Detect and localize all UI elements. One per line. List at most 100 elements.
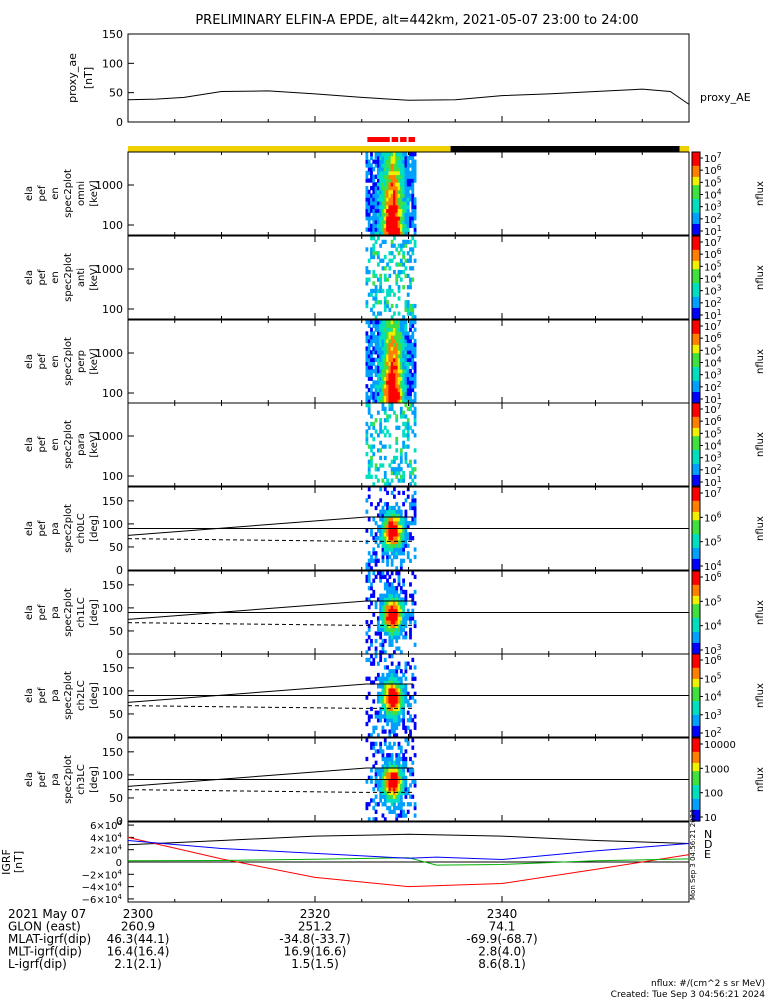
- spectrogram-cell: [383, 384, 387, 389]
- spectrogram-cell: [402, 197, 406, 202]
- spectrogram-cell: [372, 273, 376, 278]
- spectrogram-cell: [399, 353, 403, 359]
- spectrogram-cell: [370, 387, 373, 393]
- colorbar-tick-label: 107: [704, 402, 722, 416]
- spectrogram-cell: [411, 494, 415, 499]
- spectrogram-cell: [374, 346, 378, 351]
- spectrogram-cell: [397, 369, 401, 374]
- spectrogram-cell: [383, 361, 387, 366]
- spectrogram-cell: [409, 247, 412, 252]
- spectrogram-cell: [390, 159, 394, 164]
- spectrogram-cell: [402, 783, 406, 788]
- spectrogram-cell: [402, 616, 406, 621]
- spectrogram-cell: [399, 756, 403, 762]
- spectrogram-cell: [370, 216, 373, 221]
- spectrogram-cell: [388, 771, 392, 777]
- spectrogram-cell: [388, 327, 392, 332]
- spectrogram-cell: [390, 372, 394, 378]
- colorbar-step: [692, 333, 700, 338]
- spectrogram-cell: [397, 539, 401, 545]
- spectrogram-cell: [376, 524, 380, 529]
- spectrogram-cell: [390, 335, 394, 340]
- colorbar-step: [692, 207, 700, 211]
- spectrogram-cell: [370, 247, 373, 252]
- spectrogram-cell: [374, 654, 378, 659]
- spectrogram-cell: [404, 204, 408, 210]
- spectrogram-cell: [409, 197, 412, 202]
- spectrogram-cell: [397, 365, 401, 370]
- spectrogram-cell: [406, 273, 410, 278]
- spectrogram-cell: [397, 320, 401, 325]
- spectrogram-cell: [376, 528, 380, 533]
- spectrogram-cell: [372, 593, 376, 598]
- colorbar-step: [692, 723, 700, 727]
- spectrogram-cell: [406, 369, 410, 374]
- spectrogram-cell: [374, 391, 378, 396]
- spectrogram-cell: [376, 620, 380, 625]
- spectrogram-data: [365, 738, 417, 822]
- spectrogram-cell: [395, 684, 399, 689]
- spectrogram-cell: [372, 346, 376, 351]
- spectrogram-cell: [404, 361, 408, 366]
- colorbar-step: [692, 316, 700, 320]
- colorbar-step: [692, 438, 700, 443]
- spectrogram-cell: [411, 204, 415, 210]
- spectrogram-cell: [381, 380, 385, 385]
- spectrogram-cell: [395, 601, 399, 606]
- spectrogram-cell: [372, 729, 376, 734]
- spectrogram-cell: [383, 444, 387, 449]
- spectrogram-cell: [383, 502, 387, 507]
- spectrogram-cell: [381, 361, 385, 366]
- spectrogram-cell: [399, 809, 403, 814]
- spectrogram-cell: [367, 399, 371, 404]
- colorbar-step: [692, 291, 700, 295]
- spectrogram-cell: [370, 197, 373, 202]
- spectrogram-cell: [374, 185, 378, 191]
- spectrogram-cell: [390, 353, 394, 359]
- spectrogram-cell: [399, 212, 403, 217]
- spectrogram-cell: [409, 794, 412, 799]
- spectrogram-cell: [372, 197, 376, 202]
- spectrogram-cell: [402, 524, 406, 529]
- spectrogram-cell: [390, 170, 394, 176]
- spectrogram-cell: [399, 277, 403, 282]
- y-axis-label-line: pef: [37, 604, 48, 621]
- spectrogram-cell: [390, 513, 394, 518]
- spectrogram-cell: [411, 236, 415, 241]
- colorbar-step: [692, 416, 700, 421]
- spectrogram-cell: [404, 684, 408, 689]
- spectrogram-cell: [395, 346, 399, 351]
- spectrogram-cell: [386, 695, 389, 700]
- spectrogram-cell: [395, 163, 399, 168]
- spectrogram-cell: [383, 802, 387, 807]
- anti-loss-cone-line: [127, 622, 414, 626]
- spectrogram-cell: [376, 376, 380, 381]
- spectrogram-cell: [393, 787, 396, 792]
- spectrogram-cell: [406, 703, 410, 708]
- spectrogram-cell: [393, 459, 396, 464]
- spectrogram-cell: [370, 638, 373, 644]
- spectrogram-cell: [413, 342, 417, 347]
- spectrogram-cell: [379, 288, 383, 294]
- spectrogram-cell: [374, 380, 378, 385]
- spectrogram-cell: [399, 608, 403, 613]
- spectrogram-cell: [404, 749, 408, 754]
- spectrogram-cell: [383, 350, 387, 355]
- spectrogram-cell: [397, 327, 401, 332]
- spectrogram-cell: [393, 212, 396, 217]
- colorbar-tick-label: 105: [704, 426, 722, 440]
- spectrogram-cell: [386, 338, 389, 344]
- spectrogram-cell: [388, 517, 392, 522]
- spectrogram-cell: [386, 365, 389, 370]
- spectrogram-cell: [381, 794, 385, 799]
- colorbar-step: [692, 215, 700, 219]
- spectrogram-cell: [404, 635, 408, 640]
- spectrogram-cell: [381, 699, 385, 704]
- colorbar-step: [692, 436, 700, 440]
- spectrogram-cell: [413, 410, 417, 415]
- spectrogram-cell: [381, 395, 385, 400]
- y-axis-label: IGRF: [0, 849, 13, 875]
- spectrogram-cell: [372, 384, 376, 389]
- spectrogram-cell: [395, 551, 399, 556]
- spectrogram-cell: [367, 350, 371, 355]
